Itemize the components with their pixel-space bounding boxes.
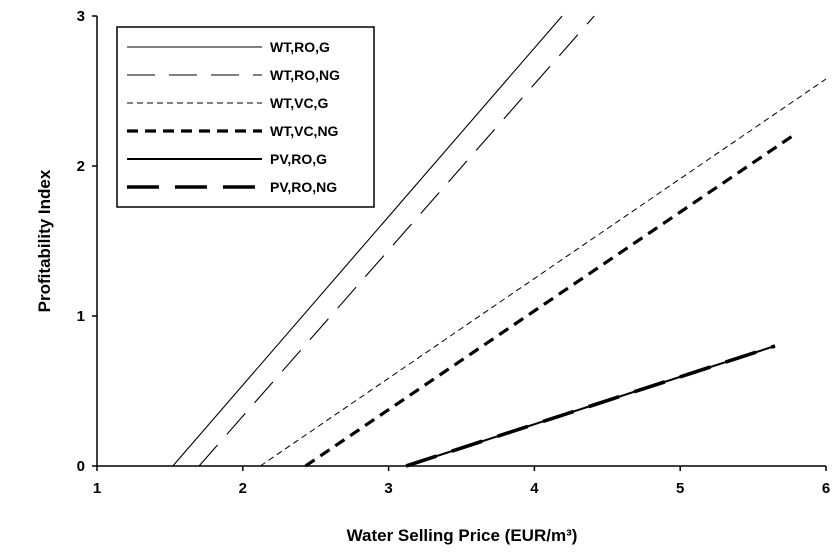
y-axis-title: Profitability Index [35, 169, 54, 312]
x-tick-label: 6 [822, 480, 830, 497]
y-tick-label: 2 [77, 158, 85, 175]
y-tick-label: 3 [77, 8, 85, 25]
legend-label-6: PV,RO,NG [270, 179, 337, 195]
legend-label-3: WT,VC,G [270, 95, 328, 111]
x-axis-title: Water Selling Price (EUR/m³) [347, 526, 578, 545]
legend-label-5: PV,RO,G [270, 151, 327, 167]
y-tick-label: 1 [77, 308, 85, 325]
x-tick-label: 3 [384, 480, 392, 497]
x-tick-label: 2 [239, 480, 247, 497]
series-line-3 [260, 78, 827, 467]
y-tick-label: 0 [77, 458, 85, 475]
x-tick-label: 4 [530, 480, 539, 497]
series-line-6 [405, 344, 776, 468]
series-line-1 [172, 15, 563, 467]
legend-box [116, 26, 375, 208]
legend-label-1: WT,RO,G [270, 39, 330, 55]
legend-label-4: WT,VC,NG [270, 123, 339, 139]
legend-label-2: WT,RO,NG [270, 67, 340, 83]
series-line-2 [198, 15, 595, 467]
x-tick-label: 1 [93, 480, 101, 497]
series-line-4 [304, 134, 794, 468]
x-tick-label: 5 [676, 480, 684, 497]
